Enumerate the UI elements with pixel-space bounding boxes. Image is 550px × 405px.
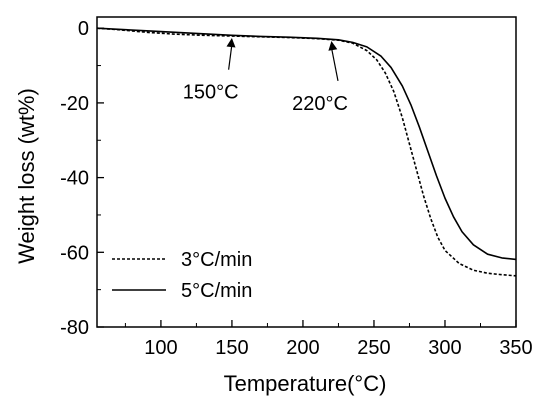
x-tick-label: 150 (215, 337, 248, 359)
annotations: 150°C 220°C (183, 38, 348, 115)
annotation-label: 150°C (183, 82, 239, 104)
x-tick-label: 200 (286, 337, 319, 359)
plot-frame (96, 16, 517, 328)
annotation-arrow-line (228, 43, 233, 70)
annotation-arrow-head (328, 41, 338, 51)
y-tick-label: -60 (60, 242, 89, 264)
y-tick-label: -40 (60, 168, 89, 190)
y-tick-label: -80 (60, 317, 89, 339)
x-axis: 100 150 200 250 300 350 (124, 320, 533, 359)
legend: 3°C/min 5°C/min (112, 249, 252, 302)
legend-label-1: 3°C/min (181, 249, 252, 271)
plot-border (96, 16, 517, 328)
annotation-arrow-line (330, 46, 339, 82)
y-tick-label: -20 (60, 93, 89, 115)
x-tick-label: 300 (428, 337, 461, 359)
x-tick-label: 100 (144, 337, 177, 359)
series-lines (96, 27, 517, 277)
annotation-label: 220°C (292, 93, 348, 115)
series-line-2 (96, 27, 517, 261)
legend-label-2: 5°C/min (181, 280, 252, 302)
y-axis-title: Weight loss (wt%) (14, 88, 39, 264)
x-axis-title: Temperature(°C) (224, 371, 387, 396)
x-tick-label: 350 (499, 337, 532, 359)
annotation-arrow-head (226, 38, 236, 48)
y-tick-label: 0 (78, 18, 89, 40)
x-tick-label: 250 (357, 337, 390, 359)
series-line-1 (96, 27, 517, 277)
